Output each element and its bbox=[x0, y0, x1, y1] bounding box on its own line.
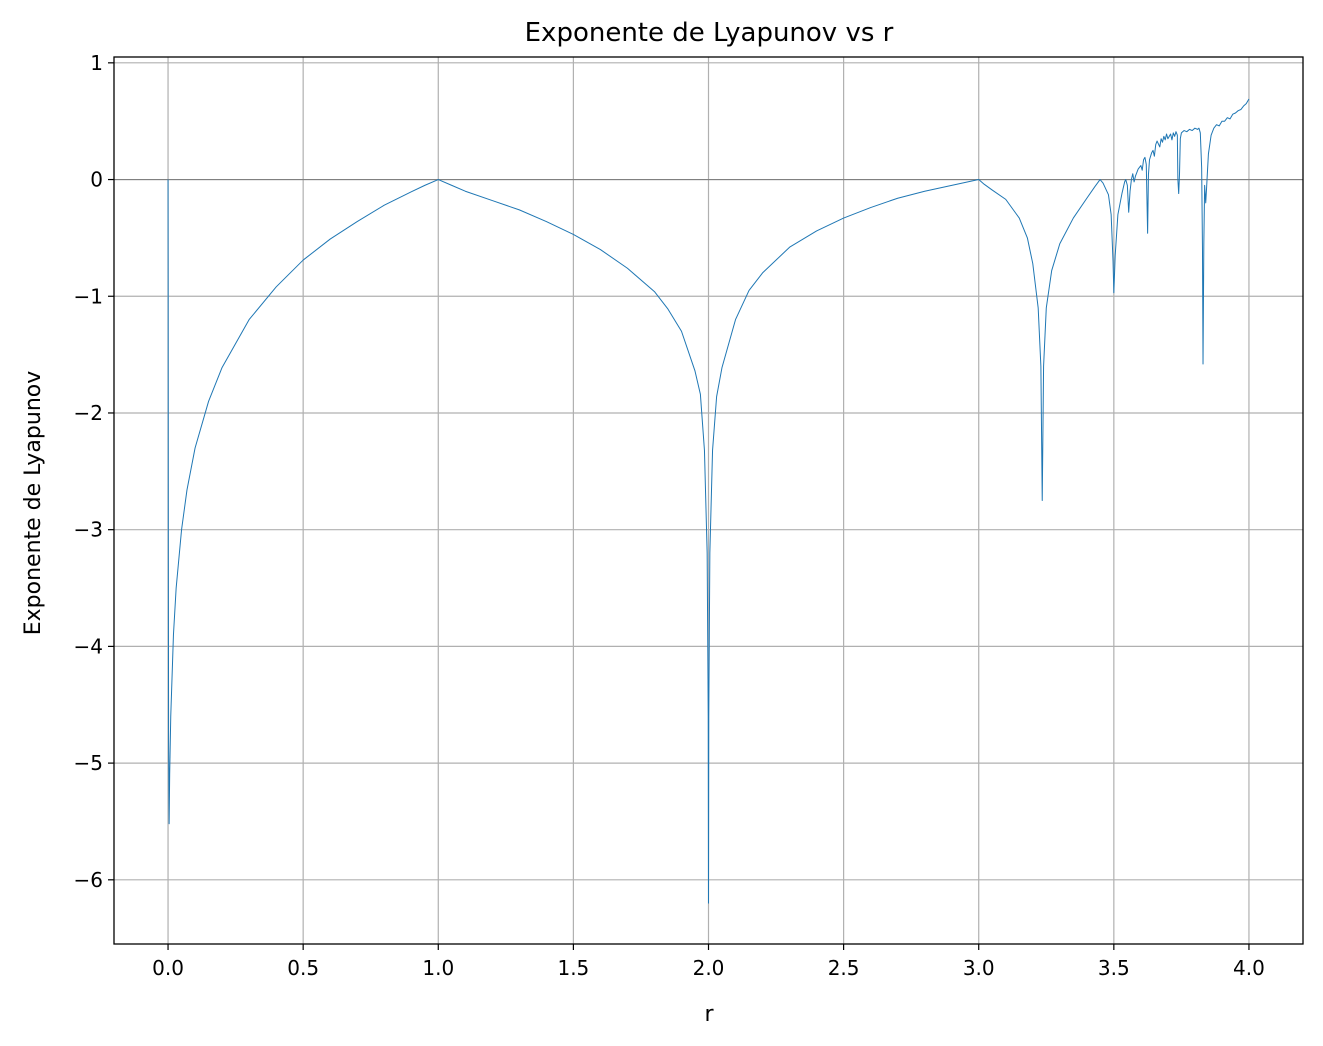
x-tick-label: 2.0 bbox=[693, 956, 725, 980]
x-tick-label: 3.5 bbox=[1098, 956, 1130, 980]
x-tick-label: 2.5 bbox=[828, 956, 860, 980]
x-tick-label: 1.0 bbox=[422, 956, 454, 980]
x-tick-label: 0.5 bbox=[287, 956, 319, 980]
x-axis-label: r bbox=[704, 1002, 714, 1027]
x-tick-label: 1.5 bbox=[557, 956, 589, 980]
y-tick-label: 0 bbox=[90, 168, 103, 192]
x-tick-label: 3.0 bbox=[963, 956, 995, 980]
y-tick-label: −5 bbox=[74, 751, 103, 775]
x-axis-ticks: 0.0 0.5 1.0 1.5 2.0 2.5 3.0 3.5 4.0 bbox=[152, 944, 1265, 980]
x-tick-label: 4.0 bbox=[1233, 956, 1265, 980]
lyapunov-series-line bbox=[167, 98, 1250, 904]
y-tick-label: −2 bbox=[74, 401, 103, 425]
y-tick-label: −4 bbox=[74, 634, 103, 658]
y-tick-label: 1 bbox=[90, 51, 103, 75]
y-tick-label: −1 bbox=[74, 284, 103, 308]
x-tick-label: 0.0 bbox=[152, 956, 184, 980]
chart-title: Exponente de Lyapunov vs r bbox=[525, 18, 894, 48]
y-tick-label: −3 bbox=[74, 518, 103, 542]
y-axis-label: Exponente de Lyapunov bbox=[21, 371, 46, 635]
y-tick-label: −6 bbox=[74, 868, 103, 892]
y-axis-ticks: 1 0 −1 −2 −3 −4 −5 −6 bbox=[74, 51, 114, 892]
